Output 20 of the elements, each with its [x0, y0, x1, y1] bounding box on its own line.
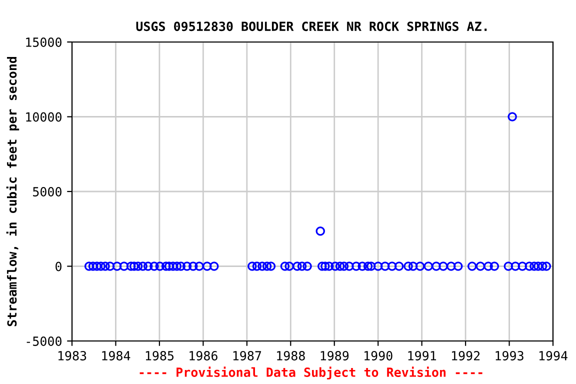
y-tick-label: 5000 [33, 187, 62, 196]
y-tick-label: 10000 [26, 112, 62, 122]
x-tick-label: 1986 [190, 351, 218, 360]
x-tick-label: 1989 [320, 351, 349, 360]
y-tick-label: 0 [56, 262, 62, 272]
x-tick-label: 1984 [102, 351, 130, 360]
text: ---- Provisional Data Subject to Revision ---- [140, 366, 482, 380]
x-tick-label: 1988 [277, 351, 305, 360]
x-tick-label: 1994 [539, 351, 568, 360]
y-tick-label: -5000 [26, 336, 62, 346]
x-tick-label: 1991 [408, 351, 436, 360]
x-tick-label: 1985 [146, 351, 174, 360]
x-tick-label: 1990 [364, 351, 392, 360]
x-tick-label: 1983 [58, 351, 86, 360]
x-tick-label: 1993 [496, 351, 524, 360]
y-axis-title: Streamflow, in cubic feet per second [6, 56, 20, 326]
y-tick-label: 15000 [26, 38, 62, 47]
x-tick-label: 1992 [452, 351, 480, 360]
chart-title: USGS 09512830 BOULDER CREEK NR ROCK SPRINGS AZ. [136, 22, 487, 32]
x-tick-label: 1987 [233, 351, 262, 360]
